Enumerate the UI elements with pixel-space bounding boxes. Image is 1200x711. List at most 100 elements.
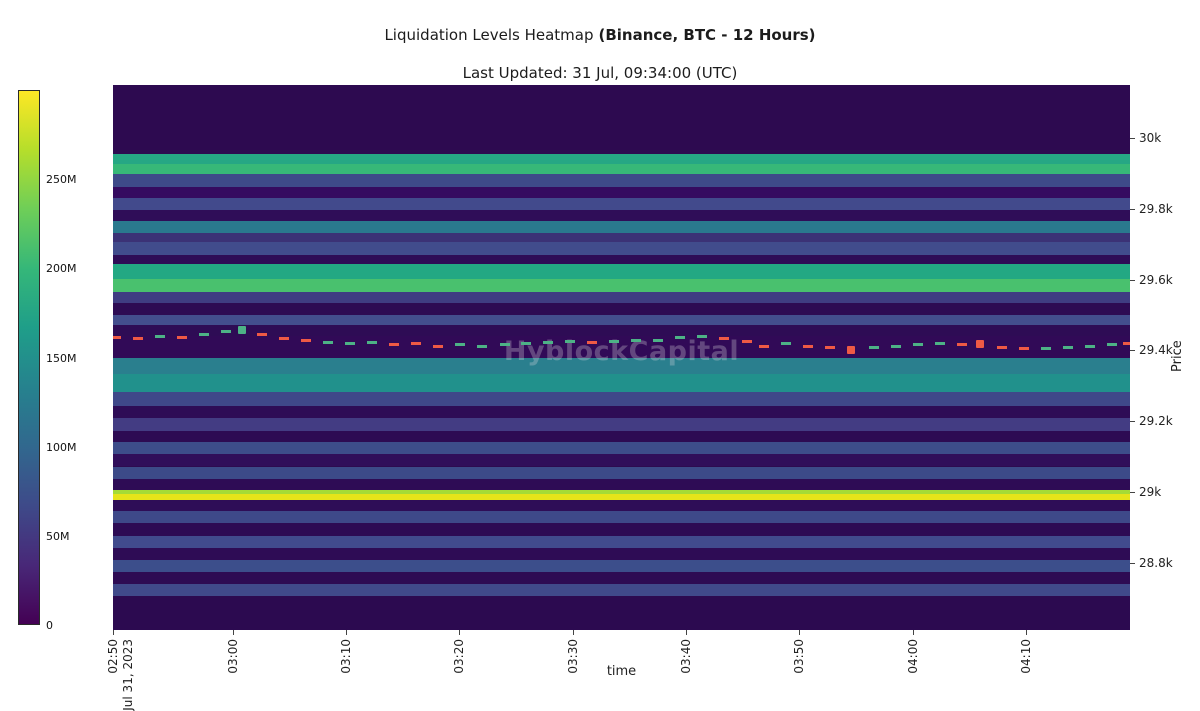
price-dash xyxy=(198,333,209,337)
heatmap-band xyxy=(113,335,1130,358)
x-tick-mark xyxy=(572,630,574,635)
y-tick-mark xyxy=(1130,562,1135,564)
price-dash xyxy=(675,336,686,340)
heatmap-band xyxy=(113,210,1130,221)
y-tick-mark xyxy=(1130,491,1135,493)
heatmap-band xyxy=(113,418,1130,432)
colorbar-tick-label: 100M xyxy=(46,440,77,454)
heatmap-band xyxy=(113,264,1130,279)
x-tick-mark xyxy=(113,630,114,635)
price-dash xyxy=(301,339,312,343)
heatmap-band xyxy=(113,164,1130,175)
price-dash xyxy=(758,344,769,348)
price-dash xyxy=(741,340,752,344)
y-tick-label: 29.8k xyxy=(1139,201,1173,216)
chart-subtitle: Last Updated: 31 Jul, 09:34:00 (UTC) xyxy=(462,64,738,82)
heatmap-band xyxy=(113,535,1130,548)
heatmap-band xyxy=(113,374,1130,393)
x-tick-mark xyxy=(799,630,801,635)
colorbar-tick-label: 50M xyxy=(46,529,70,543)
price-marker xyxy=(975,340,984,349)
heatmap-band xyxy=(113,523,1130,536)
heatmap-band xyxy=(113,571,1130,584)
heatmap-band xyxy=(113,254,1130,265)
price-dash xyxy=(454,343,465,347)
heatmap-band xyxy=(113,595,1130,630)
x-tick-mark xyxy=(685,630,687,635)
price-dash xyxy=(564,340,575,344)
y-tick-label: 29.4k xyxy=(1139,343,1173,358)
heatmap-canvas[interactable]: HyblockCapital xyxy=(113,85,1130,630)
price-marker xyxy=(847,346,856,355)
price-dash xyxy=(344,342,355,346)
heatmap-band xyxy=(113,302,1130,315)
heatmap-band xyxy=(113,324,1130,336)
y-tick-label: 29.6k xyxy=(1139,272,1173,287)
price-dash xyxy=(934,342,945,346)
heatmap-band xyxy=(113,187,1130,199)
price-dash xyxy=(477,344,488,348)
price-dash xyxy=(1106,343,1117,347)
heatmap-band xyxy=(113,442,1130,455)
heatmap-band xyxy=(113,242,1130,255)
price-dash xyxy=(609,340,620,344)
price-dash xyxy=(411,342,422,346)
heatmap-band xyxy=(113,154,1130,165)
colorbar-tick-label: 150M xyxy=(46,351,77,365)
heatmap-band xyxy=(113,431,1130,443)
watermark: HyblockCapital xyxy=(503,335,740,367)
price-dash xyxy=(781,342,792,346)
price-dash xyxy=(696,335,707,339)
heatmap-band xyxy=(113,559,1130,572)
price-marker xyxy=(238,326,247,335)
y-tick-mark xyxy=(1130,208,1135,210)
price-dash xyxy=(1085,344,1096,348)
y-tick-label: 30k xyxy=(1139,131,1162,146)
y-tick-mark xyxy=(1130,138,1135,140)
price-dash xyxy=(177,336,188,340)
heatmap-band xyxy=(113,220,1130,233)
heatmap-band xyxy=(113,583,1130,596)
heatmap-band xyxy=(113,494,1130,501)
price-dash xyxy=(220,330,231,334)
price-dash xyxy=(996,345,1007,349)
colorbar-tick-label: 0 xyxy=(46,619,53,632)
price-dash xyxy=(913,343,924,347)
chart-title-regular: Liquidation Levels Heatmap xyxy=(384,26,594,44)
heatmap-band xyxy=(113,357,1130,375)
price-dash xyxy=(278,337,289,341)
x-tick-mark xyxy=(233,630,234,635)
y-tick-label: 29k xyxy=(1139,484,1162,499)
price-dash xyxy=(1062,346,1073,350)
price-dash xyxy=(113,336,122,340)
heatmap-band xyxy=(113,489,1130,495)
price-dash xyxy=(891,344,902,348)
heatmap-band xyxy=(113,314,1130,325)
price-dash xyxy=(653,338,664,342)
x-axis: 02:50 Jul 31, 2023 03:00 03:10 03:20 03:30 03:… xyxy=(106,630,1130,711)
colorbar-tick-label: 250M xyxy=(46,173,77,187)
y-tick-mark xyxy=(1130,350,1135,352)
heatmap-band xyxy=(113,174,1130,188)
price-dash xyxy=(587,341,597,345)
y-tick-mark xyxy=(1130,421,1135,423)
heatmap-band xyxy=(113,198,1130,211)
heatmap-band xyxy=(113,392,1130,406)
x-tick-mark xyxy=(458,630,460,635)
chart-title-bold: (Binance, BTC - 12 Hours) xyxy=(598,26,816,44)
price-dash xyxy=(868,346,879,350)
price-dash xyxy=(824,346,835,350)
x-tick-mark xyxy=(913,630,915,635)
colorbar xyxy=(18,90,40,625)
heatmap-band xyxy=(113,405,1130,418)
x-tick-mark xyxy=(345,630,347,635)
price-dash xyxy=(630,339,641,343)
price-dash xyxy=(1040,347,1051,351)
price-dash xyxy=(1019,347,1030,351)
heatmap-band xyxy=(113,511,1130,524)
heatmap-band xyxy=(113,85,1130,154)
y-tick-label: 28.8k xyxy=(1139,555,1173,570)
price-dash xyxy=(1122,342,1130,346)
y-tick-label: 29.2k xyxy=(1139,414,1173,429)
price-dash xyxy=(133,337,144,341)
